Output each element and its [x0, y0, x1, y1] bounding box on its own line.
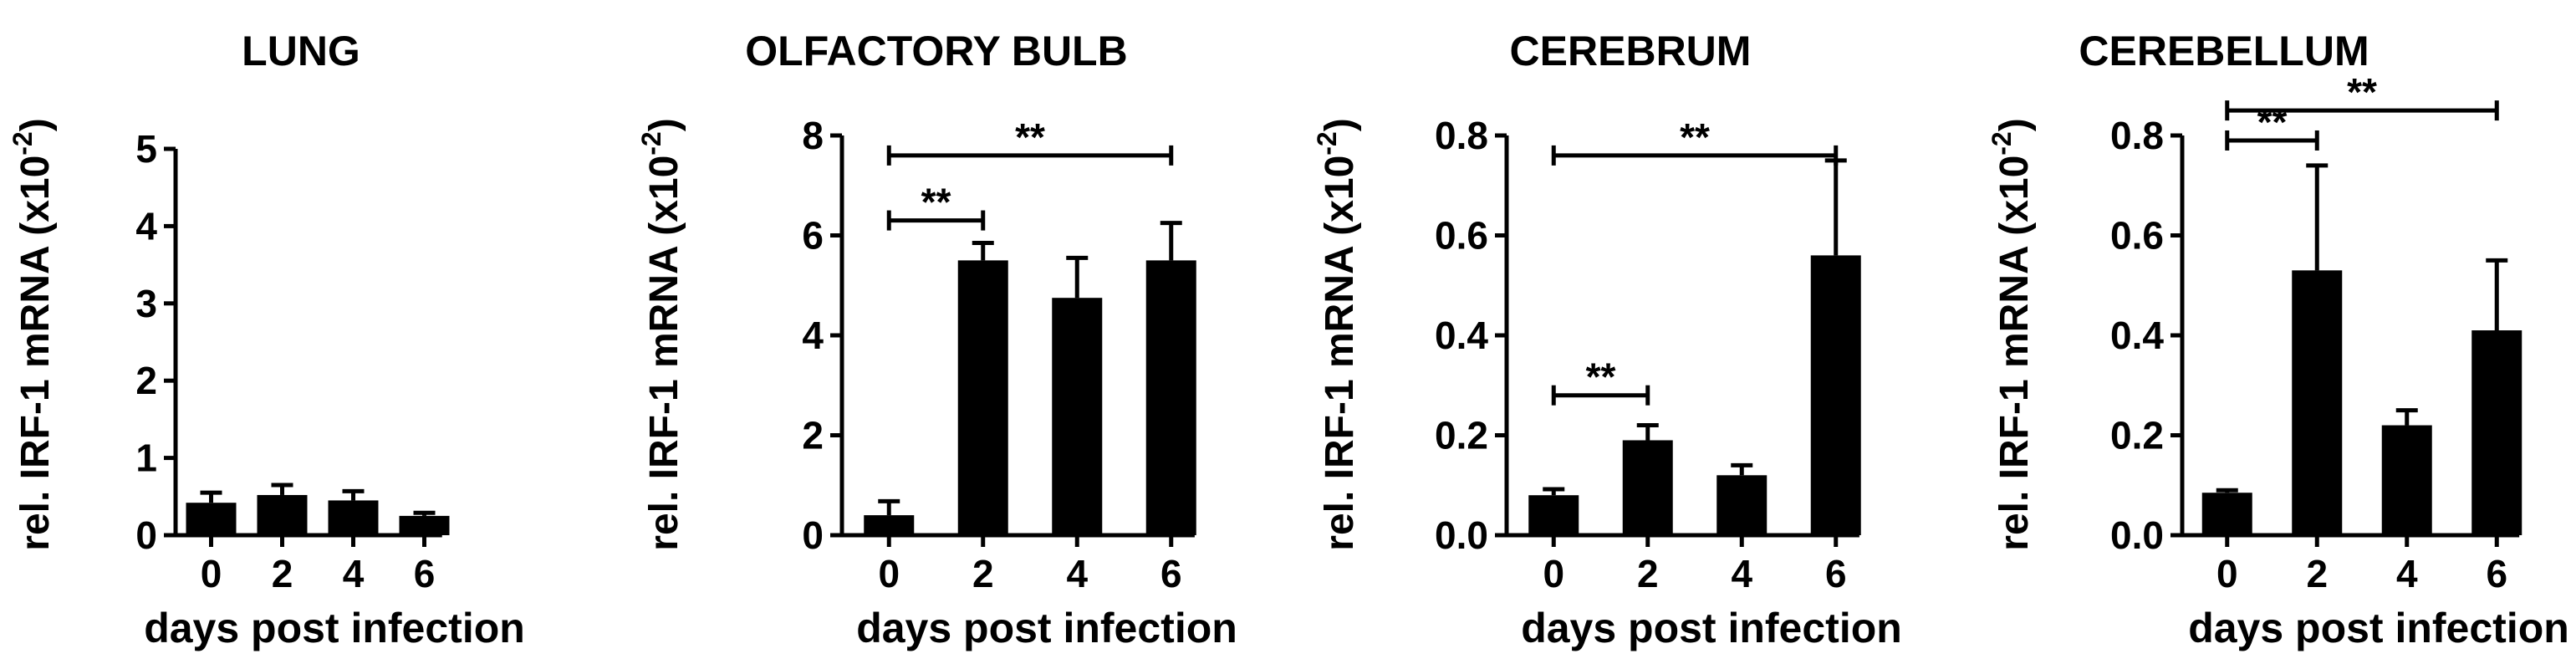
chart-title: CEREBELLUM: [2079, 28, 2369, 74]
x-tick-label: 0: [2216, 552, 2238, 595]
x-axis-label: days post infection: [144, 605, 525, 651]
bar: [257, 494, 308, 535]
bar: [1716, 475, 1767, 535]
significance-label: **: [2347, 70, 2377, 114]
y-tick-label: 0.8: [2110, 114, 2164, 157]
x-tick-label: 6: [1825, 552, 1847, 595]
y-tick-label: 3: [135, 282, 157, 325]
y-tick-label: 2: [802, 414, 824, 457]
y-axis-label-main: rel. IRF-1 mRNA (x10: [642, 156, 686, 551]
x-tick-label: 4: [2396, 552, 2418, 595]
significance-label: **: [921, 181, 951, 224]
y-tick-label: 0: [802, 513, 824, 557]
significance-label: **: [1680, 115, 1710, 159]
y-tick-label: 4: [135, 204, 157, 248]
y-tick-label: 0.0: [2110, 513, 2164, 557]
y-axis-label-close: ): [1992, 118, 2037, 131]
y-axis-label-exponent: -2: [1987, 131, 2017, 155]
bar: [1052, 298, 1103, 535]
bar: [399, 515, 450, 535]
y-axis-label-main: rel. IRF-1 mRNA (x10: [1992, 156, 2037, 551]
y-tick-label: 8: [802, 114, 824, 157]
chart-title: CEREBRUM: [1510, 28, 1752, 74]
panel-lung: LUNG 0 1 2 3 4 5 0 2 4 6 days post infection rel. IR…: [8, 28, 525, 651]
panel-olfactory-bulb: OLFACTORY BULB 0 2 4 6 8 0 2 4 6 days post infecti…: [636, 28, 1237, 651]
chart-title: LUNG: [242, 28, 360, 74]
x-tick-label: 2: [1637, 552, 1659, 595]
bar: [957, 260, 1008, 535]
y-axis-label-main: rel. IRF-1 mRNA (x10: [13, 156, 58, 551]
y-axis-label: rel. IRF-1 mRNA (x10-2): [1987, 118, 2037, 550]
x-tick-label: 2: [2306, 552, 2328, 595]
significance-label: **: [2257, 100, 2288, 144]
bar: [1622, 440, 1673, 535]
y-tick-label: 0.6: [2110, 214, 2164, 258]
panel-cerebrum: CEREBRUM 0.0 0.2 0.4 0.6 0.8 0 2 4 6 days post inf…: [1312, 28, 1902, 651]
x-tick-label: 6: [414, 552, 436, 595]
bar: [2471, 330, 2522, 535]
y-tick-label: 6: [802, 214, 824, 258]
y-axis-label-main: rel. IRF-1 mRNA (x10: [1318, 156, 1362, 551]
x-axis-label: days post infection: [856, 605, 1237, 651]
bar: [1810, 255, 1861, 535]
x-tick-label: 4: [1731, 552, 1752, 595]
y-axis-label-exponent: -2: [8, 131, 38, 155]
bar: [2201, 493, 2252, 535]
bar: [864, 515, 915, 535]
y-axis-label-close: ): [13, 118, 58, 131]
x-tick-label: 0: [1543, 552, 1564, 595]
y-tick-label: 0.0: [1435, 513, 1488, 557]
x-tick-label: 6: [2486, 552, 2507, 595]
x-axis-label: days post infection: [1521, 605, 1902, 651]
y-tick-label: 0.2: [1435, 414, 1488, 457]
y-tick-label: 1: [135, 437, 157, 480]
y-axis-label-exponent: -2: [1312, 131, 1342, 155]
chart-title: OLFACTORY BULB: [745, 28, 1127, 74]
y-axis-label-close: ): [642, 118, 686, 131]
bar: [1528, 495, 1579, 535]
y-tick-label: 2: [135, 359, 157, 402]
x-axis-label: days post infection: [2188, 605, 2569, 651]
y-axis-label: rel. IRF-1 mRNA (x10-2): [636, 118, 686, 550]
significance-label: **: [1015, 115, 1045, 159]
y-tick-label: 0.6: [1435, 214, 1488, 258]
bar: [328, 500, 379, 535]
x-tick-label: 2: [972, 552, 994, 595]
x-tick-label: 4: [343, 552, 365, 595]
bar: [186, 503, 237, 535]
y-tick-label: 0.4: [2110, 314, 2164, 357]
x-tick-label: 6: [1160, 552, 1182, 595]
panel-cerebellum: CEREBELLUM 0.0 0.2 0.4 0.6 0.8 0 2 4 6 days post i…: [1987, 28, 2569, 651]
y-tick-label: 0.2: [2110, 414, 2164, 457]
x-tick-label: 0: [201, 552, 222, 595]
bar: [2381, 425, 2432, 535]
x-tick-label: 4: [1066, 552, 1088, 595]
y-tick-label: 4: [802, 314, 824, 357]
x-tick-label: 2: [272, 552, 293, 595]
significance-label: **: [1586, 355, 1616, 399]
y-tick-label: 0.4: [1435, 314, 1488, 357]
y-tick-label: 0.8: [1435, 114, 1488, 157]
y-tick-label: 0: [135, 513, 157, 557]
y-axis-label-close: ): [1318, 118, 1362, 131]
bar: [2292, 270, 2343, 535]
y-axis-label: rel. IRF-1 mRNA (x10-2): [1312, 118, 1362, 550]
x-tick-label: 0: [878, 552, 900, 595]
bar: [1145, 260, 1196, 535]
y-axis-label-exponent: -2: [636, 131, 666, 155]
y-axis-label: rel. IRF-1 mRNA (x10-2): [8, 118, 58, 550]
y-tick-label: 5: [135, 127, 157, 171]
